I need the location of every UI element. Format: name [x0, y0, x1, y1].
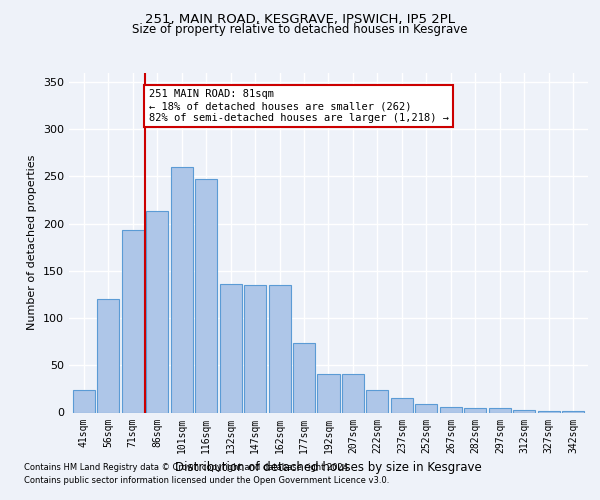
Text: Contains public sector information licensed under the Open Government Licence v3: Contains public sector information licen… — [24, 476, 389, 485]
Bar — [440, 407, 462, 412]
Bar — [146, 212, 168, 412]
Text: 251, MAIN ROAD, KESGRAVE, IPSWICH, IP5 2PL: 251, MAIN ROAD, KESGRAVE, IPSWICH, IP5 2… — [145, 12, 455, 26]
Y-axis label: Number of detached properties: Number of detached properties — [28, 155, 37, 330]
Bar — [464, 408, 487, 412]
X-axis label: Distribution of detached houses by size in Kesgrave: Distribution of detached houses by size … — [175, 461, 482, 474]
Bar — [367, 390, 388, 412]
Bar — [415, 404, 437, 412]
Bar — [244, 285, 266, 412]
Bar — [269, 285, 290, 412]
Bar — [293, 342, 315, 412]
Bar — [342, 374, 364, 412]
Bar — [122, 230, 143, 412]
Bar — [391, 398, 413, 412]
Text: Contains HM Land Registry data © Crown copyright and database right 2024.: Contains HM Land Registry data © Crown c… — [24, 464, 350, 472]
Bar — [170, 167, 193, 412]
Bar — [489, 408, 511, 412]
Bar — [538, 410, 560, 412]
Bar — [317, 374, 340, 412]
Bar — [562, 410, 584, 412]
Bar — [220, 284, 242, 412]
Bar — [195, 179, 217, 412]
Text: Size of property relative to detached houses in Kesgrave: Size of property relative to detached ho… — [132, 22, 468, 36]
Bar — [514, 410, 535, 412]
Bar — [97, 299, 119, 412]
Text: 251 MAIN ROAD: 81sqm
← 18% of detached houses are smaller (262)
82% of semi-deta: 251 MAIN ROAD: 81sqm ← 18% of detached h… — [149, 90, 449, 122]
Bar — [73, 390, 95, 412]
